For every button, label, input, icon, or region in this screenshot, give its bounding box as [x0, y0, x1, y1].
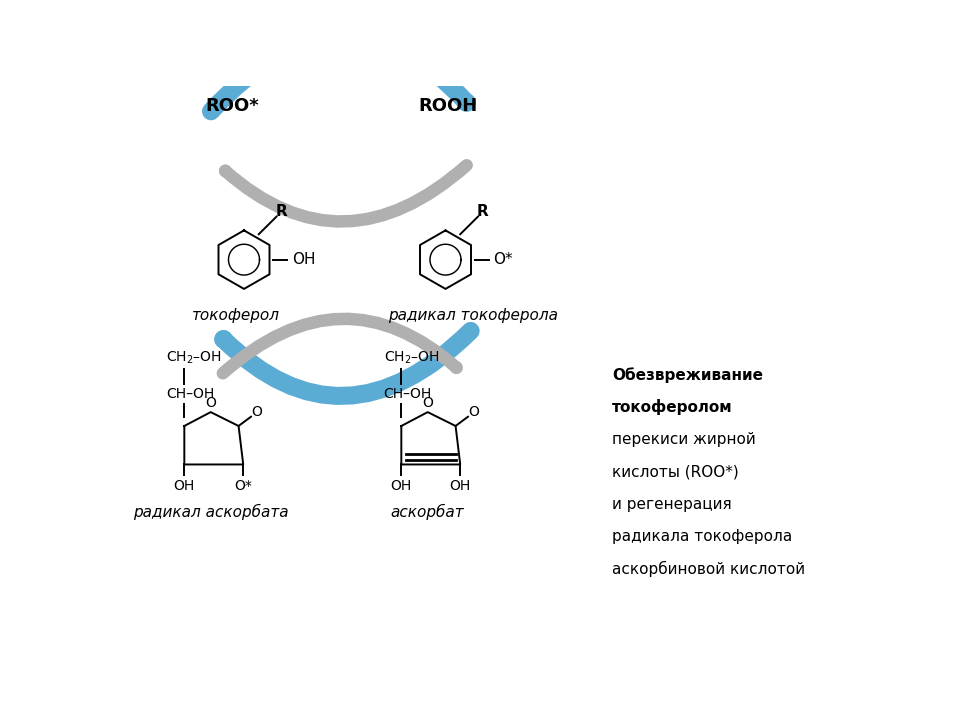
Text: R: R — [477, 204, 489, 219]
Text: OH: OH — [391, 479, 412, 493]
Text: O: O — [252, 405, 263, 419]
Text: токоферол: токоферол — [192, 307, 280, 323]
Text: CH$_2$–OH: CH$_2$–OH — [166, 350, 223, 366]
Text: R: R — [276, 204, 287, 219]
Text: O*: O* — [234, 479, 252, 493]
FancyArrowPatch shape — [224, 331, 470, 396]
Text: и регенерация: и регенерация — [612, 497, 732, 512]
Text: O*: O* — [493, 252, 514, 267]
Text: O: O — [422, 396, 433, 410]
Text: ROO*: ROO* — [205, 96, 259, 114]
Text: CH–OH: CH–OH — [383, 387, 432, 401]
Text: OH: OH — [292, 252, 316, 267]
Text: радикала токоферола: радикала токоферола — [612, 529, 792, 544]
FancyArrowPatch shape — [226, 166, 467, 222]
Text: ROOH: ROOH — [419, 96, 478, 114]
Text: токоферолом: токоферолом — [612, 400, 732, 415]
Text: Обезвреживание: Обезвреживание — [612, 367, 763, 383]
Text: OH: OH — [449, 479, 470, 493]
Text: O: O — [205, 396, 216, 410]
Text: аскорбиновой кислотой: аскорбиновой кислотой — [612, 561, 805, 577]
Text: радикал токоферола: радикал токоферола — [388, 307, 558, 323]
FancyArrowPatch shape — [223, 319, 457, 373]
Text: аскорбат: аскорбат — [391, 504, 465, 521]
Text: перекиси жирной: перекиси жирной — [612, 432, 756, 447]
FancyArrowPatch shape — [211, 37, 467, 112]
Text: OH: OH — [174, 479, 195, 493]
Text: CH$_2$–OH: CH$_2$–OH — [383, 350, 440, 366]
Text: кислоты (ROO*): кислоты (ROO*) — [612, 464, 739, 480]
Text: CH–OH: CH–OH — [166, 387, 215, 401]
Text: радикал аскорбата: радикал аскорбата — [132, 504, 289, 521]
Text: O: O — [468, 405, 480, 419]
